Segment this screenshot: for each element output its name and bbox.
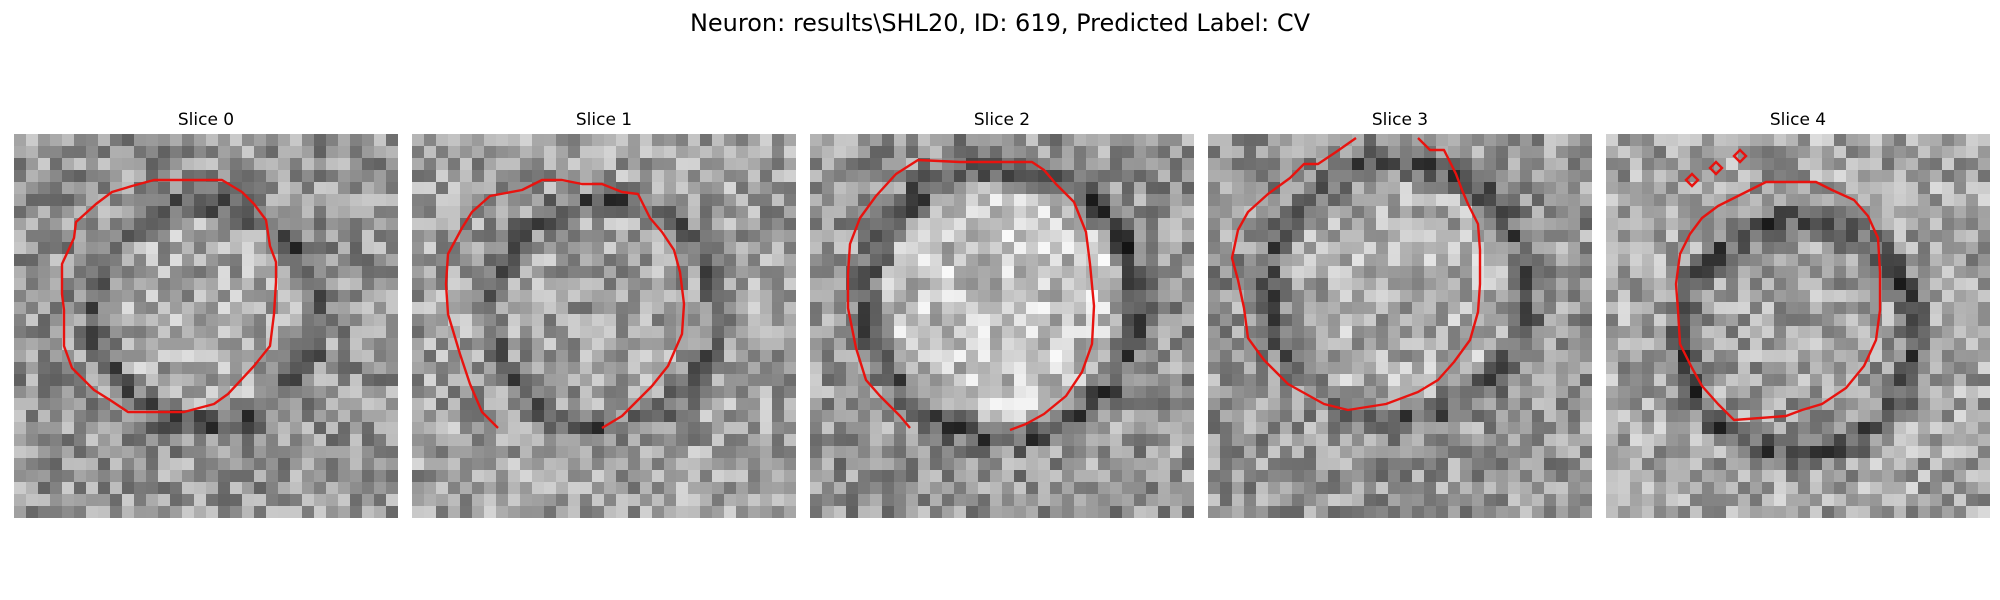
slice-image-1-svg <box>412 134 796 518</box>
slice-panel-1: Slice 1 <box>412 108 796 520</box>
contour-line <box>60 178 278 414</box>
slice-title: Slice 3 <box>1371 110 1429 130</box>
slice-title: Slice 1 <box>575 110 633 130</box>
contour-line <box>444 178 686 430</box>
slice-image-2-svg <box>810 134 1194 518</box>
slice-panel-0: Slice 0 <box>14 108 398 520</box>
slice-image-3-svg <box>1208 134 1592 518</box>
slice-image <box>14 134 398 518</box>
contour-line <box>1674 180 1882 422</box>
figure-title: Neuron: results\SHL20, ID: 619, Predicte… <box>689 9 1311 37</box>
slice-image <box>1606 134 1990 518</box>
contour-marker <box>1732 148 1748 164</box>
slice-title: Slice 2 <box>973 110 1031 130</box>
contour-marker <box>1684 172 1700 188</box>
slice-image <box>412 134 796 518</box>
contour-line <box>1230 137 1482 412</box>
slice-image <box>1208 134 1592 518</box>
slice-panel-2: Slice 2 <box>810 108 1194 520</box>
contour-marker <box>1708 160 1724 176</box>
slice-title: Slice 0 <box>177 110 235 130</box>
slice-image-0-svg <box>14 134 398 518</box>
slice-image <box>810 134 1194 518</box>
contour-line <box>846 158 1096 432</box>
slice-title: Slice 4 <box>1769 110 1827 130</box>
slice-image-4-svg <box>1606 134 1990 518</box>
slice-panel-4: Slice 4 <box>1606 108 1990 520</box>
slice-panel-3: Slice 3 <box>1208 108 1592 520</box>
